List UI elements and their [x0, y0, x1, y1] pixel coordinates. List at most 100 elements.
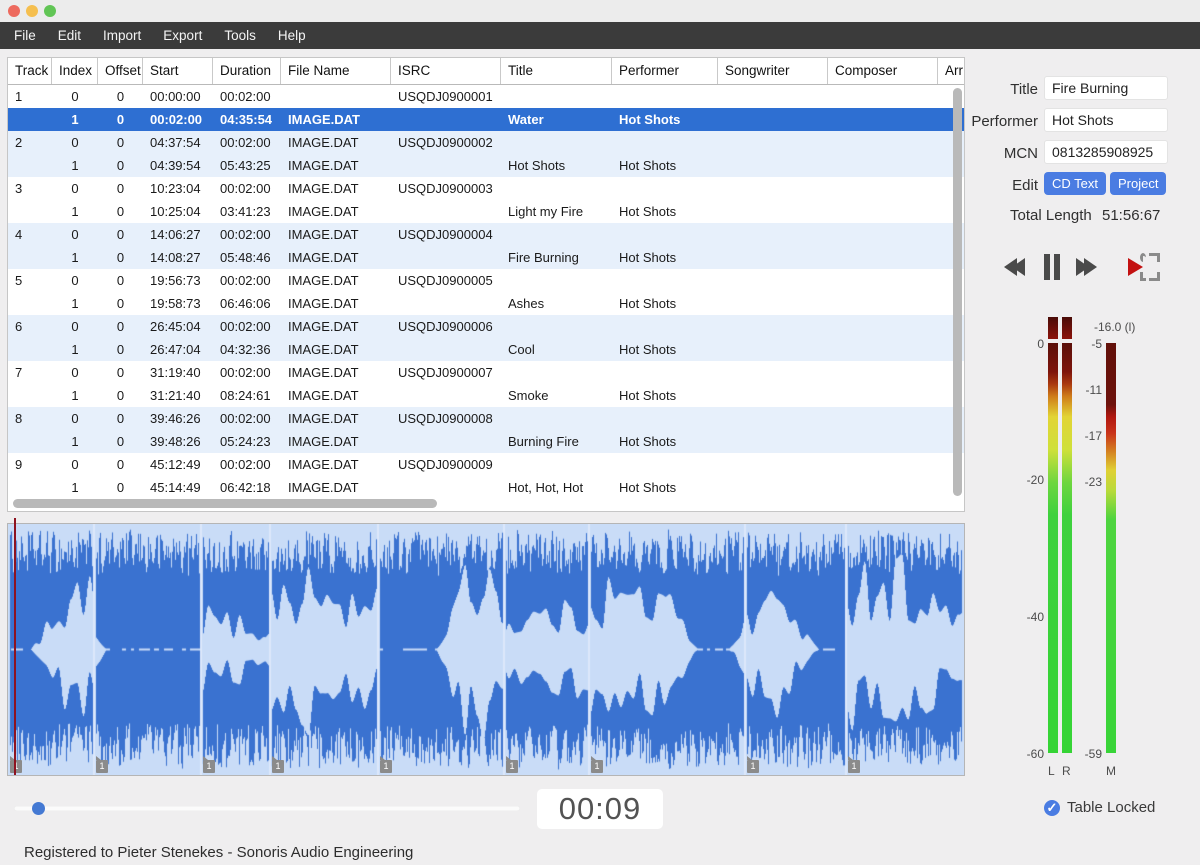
index-marker-flag[interactable]: 1 — [747, 756, 759, 773]
performer-field-label: Performer — [971, 113, 1038, 130]
table-header-row: Track Index Offset Start Duration File Name IS… — [8, 58, 964, 85]
index-marker-flag[interactable]: 1 — [272, 756, 284, 773]
cell: 1 — [71, 204, 79, 219]
meter-caption-right: R — [1062, 764, 1071, 778]
cell: IMAGE.DAT — [288, 365, 359, 380]
cell: 10:25:04 — [150, 204, 201, 219]
cell: USQDJ0900004 — [398, 227, 493, 242]
zoom-window-icon[interactable] — [44, 5, 56, 17]
waveform-display[interactable] — [8, 524, 964, 775]
index-marker-flag[interactable]: 1 — [10, 756, 22, 773]
table-row[interactable]: 1 0 26:47:04 04:32:36 IMAGE.DAT Cool Hot Shots — [8, 338, 964, 361]
table-row[interactable]: 1 0 14:08:27 05:48:46 IMAGE.DAT Fire Burning H… — [8, 246, 964, 269]
play-to-marker-icon[interactable] — [1126, 252, 1162, 282]
cell: USQDJ0900007 — [398, 365, 493, 380]
cell: 0 — [116, 457, 125, 472]
cell: 0 — [116, 434, 125, 449]
column-header-start[interactable]: Start — [143, 58, 213, 84]
column-header-index[interactable]: Index — [52, 58, 98, 84]
meter-scale-40: -40 — [1026, 610, 1044, 624]
loudness-readout: -16.0 (l) — [1094, 320, 1136, 334]
cell — [718, 476, 828, 499]
cell — [8, 430, 52, 453]
cell: 0 — [71, 319, 79, 334]
column-header-duration[interactable]: Duration — [213, 58, 281, 84]
column-header-composer[interactable]: Composer — [828, 58, 938, 84]
cell: 00:02:00 — [220, 227, 271, 242]
table-row[interactable]: 1 0 31:21:40 08:24:61 IMAGE.DAT Smoke Hot Shot… — [8, 384, 964, 407]
cell — [718, 131, 828, 154]
title-input[interactable] — [1044, 76, 1168, 100]
cell — [501, 407, 612, 430]
mcn-input[interactable] — [1044, 140, 1168, 164]
menu-item-help[interactable]: Help — [277, 28, 306, 43]
cell: Hot Shots — [619, 158, 677, 173]
clip-indicator-left — [1048, 317, 1058, 339]
menu-item-file[interactable]: File — [14, 28, 36, 43]
column-header-track[interactable]: Track — [8, 58, 52, 84]
index-marker-flag[interactable]: 1 — [203, 756, 215, 773]
pause-icon[interactable] — [1044, 254, 1064, 285]
vertical-scrollbar[interactable] — [953, 88, 962, 496]
table-row-selected[interactable]: 1 0 00:02:00 04:35:54 IMAGE.DAT Water Hot Shot… — [8, 108, 964, 131]
cell — [501, 453, 612, 476]
column-header-title[interactable]: Title — [501, 58, 612, 84]
menu-item-import[interactable]: Import — [103, 28, 142, 43]
cell — [828, 154, 938, 177]
index-marker-flag[interactable]: 1 — [380, 756, 392, 773]
cell — [718, 315, 828, 338]
table-row[interactable]: 1 0 45:14:49 06:42:18 IMAGE.DAT Hot, Hot, Hot… — [8, 476, 964, 499]
horizontal-scrollbar[interactable] — [13, 499, 437, 508]
index-marker-flag[interactable]: 1 — [506, 756, 518, 773]
index-marker-flag[interactable]: 1 — [848, 756, 860, 773]
playback-cursor[interactable] — [14, 518, 16, 775]
table-row[interactable]: 1 0 04:39:54 05:43:25 IMAGE.DAT Hot Shots Hot … — [8, 154, 964, 177]
menu-item-export[interactable]: Export — [163, 28, 203, 43]
table-row[interactable]: 1 0 19:58:73 06:46:06 IMAGE.DAT Ashes Hot Shot… — [8, 292, 964, 315]
cell: 00:02:00 — [220, 181, 271, 196]
table-locked-indicator[interactable]: ✓ Table Locked — [1044, 799, 1155, 816]
menu-item-edit[interactable]: Edit — [57, 28, 82, 43]
table-row[interactable]: 1 0 10:25:04 03:41:23 IMAGE.DAT Light my Fire… — [8, 200, 964, 223]
seek-slider-thumb[interactable] — [32, 802, 45, 815]
close-window-icon[interactable] — [8, 5, 20, 17]
table-row[interactable]: 2 0 0 04:37:54 00:02:00 IMAGE.DAT USQDJ0900002 — [8, 131, 964, 154]
rewind-icon[interactable] — [1004, 258, 1025, 281]
cell — [612, 361, 718, 384]
column-header-file-name[interactable]: File Name — [281, 58, 391, 84]
table-row[interactable]: 6 0 0 26:45:04 00:02:00 IMAGE.DAT USQDJ0900006 — [8, 315, 964, 338]
cell: 0 — [116, 411, 125, 426]
index-marker-flag[interactable]: 1 — [591, 756, 603, 773]
project-button[interactable]: Project — [1110, 172, 1167, 195]
cell: IMAGE.DAT — [288, 227, 359, 242]
seek-slider[interactable] — [14, 806, 520, 811]
menu-item-tools[interactable]: Tools — [224, 28, 256, 43]
minimize-window-icon[interactable] — [26, 5, 38, 17]
table-row[interactable]: 7 0 0 31:19:40 00:02:00 IMAGE.DAT USQDJ0900007 — [8, 361, 964, 384]
table-row[interactable]: 1 0 39:48:26 05:24:23 IMAGE.DAT Burning Fire H… — [8, 430, 964, 453]
index-marker-flag[interactable]: 1 — [96, 756, 108, 773]
fast-forward-icon[interactable] — [1076, 258, 1097, 281]
cell: Burning Fire — [508, 434, 579, 449]
column-header-performer[interactable]: Performer — [612, 58, 718, 84]
table-row[interactable]: 5 0 0 19:56:73 00:02:00 IMAGE.DAT USQDJ0900005 — [8, 269, 964, 292]
total-length-value: 51:56:67 — [1102, 207, 1161, 224]
cd-text-button[interactable]: CD Text — [1044, 172, 1106, 195]
cell — [718, 430, 828, 453]
table-row[interactable]: 1 0 0 00:00:00 00:02:00 USQDJ0900001 — [8, 85, 964, 108]
meter-scale-m5: -5 — [1091, 337, 1102, 351]
column-header-arr[interactable]: Arr — [945, 63, 963, 78]
column-header-offset[interactable]: Offset — [98, 58, 143, 84]
cell: IMAGE.DAT — [288, 273, 359, 288]
cell — [391, 430, 501, 453]
table-row[interactable]: 9 0 0 45:12:49 00:02:00 IMAGE.DAT USQDJ0900009 — [8, 453, 964, 476]
cell: 2 — [15, 135, 23, 150]
cell — [828, 315, 938, 338]
column-header-isrc[interactable]: ISRC — [391, 58, 501, 84]
performer-input[interactable] — [1044, 108, 1168, 132]
table-row[interactable]: 4 0 0 14:06:27 00:02:00 IMAGE.DAT USQDJ0900004 — [8, 223, 964, 246]
table-row[interactable]: 8 0 0 39:46:26 00:02:00 IMAGE.DAT USQDJ0900008 — [8, 407, 964, 430]
table-row[interactable]: 3 0 0 10:23:04 00:02:00 IMAGE.DAT USQDJ0900003 — [8, 177, 964, 200]
column-header-songwriter[interactable]: Songwriter — [718, 58, 828, 84]
cell: 05:24:23 — [220, 434, 271, 449]
